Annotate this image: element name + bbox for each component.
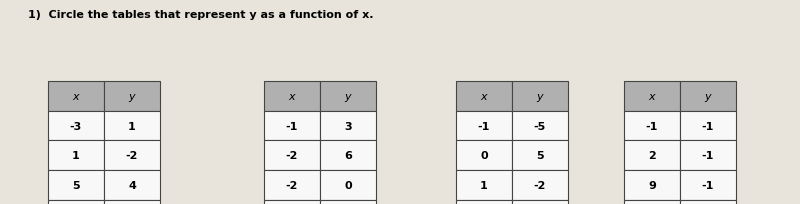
Text: 1: 1 bbox=[72, 151, 80, 161]
Text: y: y bbox=[705, 91, 711, 101]
Text: 2: 2 bbox=[648, 151, 656, 161]
Text: 1: 1 bbox=[128, 121, 136, 131]
Text: -3: -3 bbox=[70, 121, 82, 131]
Text: -1: -1 bbox=[702, 151, 714, 161]
Bar bbox=[264, 141, 320, 170]
Bar bbox=[680, 141, 736, 170]
Text: -1: -1 bbox=[702, 180, 714, 190]
Bar bbox=[320, 111, 376, 141]
Text: -1: -1 bbox=[286, 121, 298, 131]
Bar bbox=[456, 200, 512, 204]
Bar bbox=[48, 170, 104, 200]
Bar bbox=[680, 111, 736, 141]
Bar bbox=[320, 141, 376, 170]
Bar bbox=[456, 111, 512, 141]
Text: 5: 5 bbox=[72, 180, 80, 190]
Bar bbox=[680, 200, 736, 204]
Bar bbox=[264, 82, 320, 111]
Text: 1: 1 bbox=[480, 180, 488, 190]
Bar bbox=[624, 111, 680, 141]
Text: -1: -1 bbox=[646, 121, 658, 131]
Text: y: y bbox=[345, 91, 351, 101]
Text: x: x bbox=[289, 91, 295, 101]
Text: -2: -2 bbox=[286, 151, 298, 161]
Text: 3: 3 bbox=[344, 121, 352, 131]
Bar bbox=[456, 82, 512, 111]
Text: -1: -1 bbox=[702, 121, 714, 131]
Text: x: x bbox=[73, 91, 79, 101]
Text: y: y bbox=[537, 91, 543, 101]
Bar bbox=[512, 82, 568, 111]
Bar bbox=[104, 82, 160, 111]
Bar bbox=[104, 141, 160, 170]
Bar bbox=[48, 82, 104, 111]
Text: y: y bbox=[129, 91, 135, 101]
Text: 0: 0 bbox=[344, 180, 352, 190]
Bar bbox=[264, 111, 320, 141]
Text: 0: 0 bbox=[480, 151, 488, 161]
Bar bbox=[512, 170, 568, 200]
Text: -2: -2 bbox=[286, 180, 298, 190]
Text: 5: 5 bbox=[536, 151, 544, 161]
Bar bbox=[48, 200, 104, 204]
Text: 9: 9 bbox=[648, 180, 656, 190]
Bar bbox=[512, 200, 568, 204]
Bar bbox=[320, 82, 376, 111]
Bar bbox=[680, 82, 736, 111]
Text: -1: -1 bbox=[478, 121, 490, 131]
Bar bbox=[456, 170, 512, 200]
Bar bbox=[264, 200, 320, 204]
Text: -2: -2 bbox=[126, 151, 138, 161]
Bar bbox=[512, 111, 568, 141]
Text: x: x bbox=[649, 91, 655, 101]
Bar bbox=[512, 141, 568, 170]
Bar bbox=[264, 170, 320, 200]
Bar bbox=[104, 200, 160, 204]
Text: x: x bbox=[481, 91, 487, 101]
Bar bbox=[456, 141, 512, 170]
Bar bbox=[680, 170, 736, 200]
Bar bbox=[320, 170, 376, 200]
Bar bbox=[624, 82, 680, 111]
Text: -5: -5 bbox=[534, 121, 546, 131]
Text: 6: 6 bbox=[344, 151, 352, 161]
Text: 1)  Circle the tables that represent y as a function of x.: 1) Circle the tables that represent y as… bbox=[28, 10, 374, 20]
Bar bbox=[624, 141, 680, 170]
Bar bbox=[104, 111, 160, 141]
Text: 4: 4 bbox=[128, 180, 136, 190]
Text: -2: -2 bbox=[534, 180, 546, 190]
Bar bbox=[624, 170, 680, 200]
Bar bbox=[48, 111, 104, 141]
Bar bbox=[320, 200, 376, 204]
Bar bbox=[48, 141, 104, 170]
Bar bbox=[624, 200, 680, 204]
Bar bbox=[104, 170, 160, 200]
